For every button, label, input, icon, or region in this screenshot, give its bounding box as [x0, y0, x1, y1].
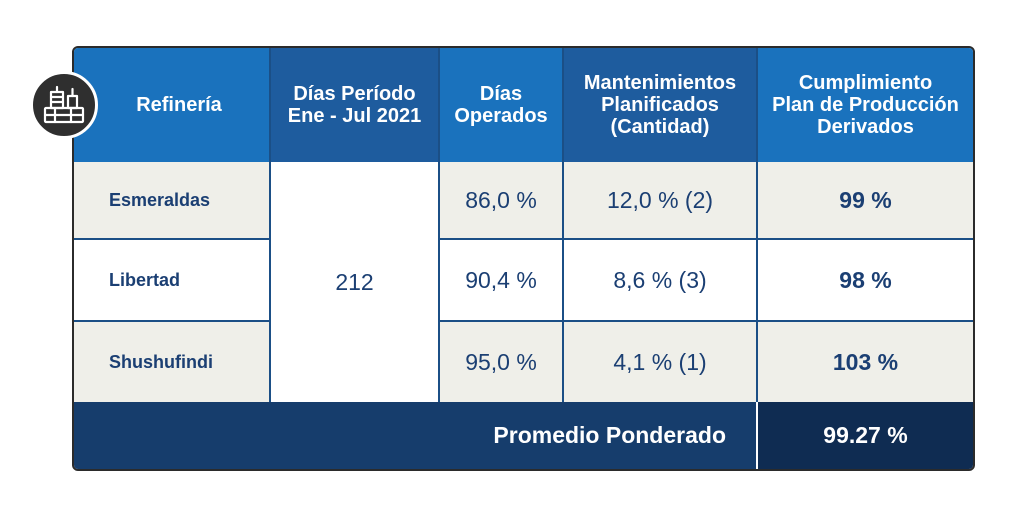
dias-periodo-value: 212: [271, 162, 440, 402]
row-esmeraldas-dias-operados: 86,0 %: [440, 162, 564, 240]
row-esmeraldas-mantenimientos: 12,0 % (2): [564, 162, 758, 240]
header-refineria-label: Refinería: [136, 94, 222, 116]
header-dias-operados-line2: Operados: [454, 105, 548, 127]
header-cumplimiento-line2: Plan de Producción: [772, 94, 959, 116]
data-table: Refinería Días Período Ene - Jul 2021 Dí…: [72, 46, 975, 471]
row-libertad-dias-operados: 90,4 %: [440, 240, 564, 322]
row-shushufindi-name: Shushufindi: [74, 322, 271, 402]
row-esmeraldas-cumplimiento: 99 %: [758, 162, 973, 240]
header-dias-operados: Días Operados: [440, 48, 564, 162]
header-refineria: Refinería: [74, 48, 271, 162]
row-libertad-mantenimientos: 8,6 % (3): [564, 240, 758, 322]
header-cumplimiento-line1: Cumplimiento: [798, 72, 933, 94]
footer-label: Promedio Ponderado: [74, 402, 758, 469]
header-mantenimientos-line1: Mantenimientos: [583, 72, 737, 94]
header-mantenimientos-line2: Planificados: [601, 94, 719, 116]
footer-value: 99.27 %: [758, 402, 973, 469]
header-dias-periodo-line1: Días Período: [293, 83, 416, 105]
row-shushufindi-mantenimientos: 4,1 % (1): [564, 322, 758, 402]
row-shushufindi-dias-operados: 95,0 %: [440, 322, 564, 402]
header-mantenimientos: Mantenimientos Planificados (Cantidad): [564, 48, 758, 162]
refinery-icon: [30, 71, 98, 139]
row-libertad-name: Libertad: [74, 240, 271, 322]
header-dias-periodo: Días Período Ene - Jul 2021: [271, 48, 440, 162]
header-cumplimiento: Cumplimiento Plan de Producción Derivado…: [758, 48, 973, 162]
header-cumplimiento-line3: Derivados: [817, 116, 914, 138]
row-esmeraldas-name: Esmeraldas: [74, 162, 271, 240]
header-dias-operados-line1: Días: [479, 83, 523, 105]
row-shushufindi-cumplimiento: 103 %: [758, 322, 973, 402]
header-dias-periodo-line2: Ene - Jul 2021: [287, 105, 422, 127]
header-mantenimientos-line3: (Cantidad): [610, 116, 710, 138]
footer-label-text: Promedio Ponderado: [493, 422, 726, 448]
row-libertad-cumplimiento: 98 %: [758, 240, 973, 322]
refinery-icon-graphic: [43, 85, 85, 124]
